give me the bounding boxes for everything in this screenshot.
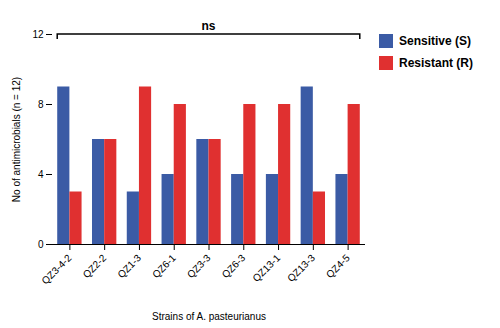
html-text:Resistant (R): Resistant (R)	[399, 56, 473, 70]
svg-text:8: 8	[38, 99, 44, 110]
svg-text:4: 4	[38, 169, 44, 180]
svg-text:QZ3-4-2: QZ3-4-2	[39, 252, 73, 286]
svg-text:ns: ns	[201, 19, 215, 33]
svg-text:QZ6-1: QZ6-1	[150, 252, 178, 280]
svg-text:QZ3-3: QZ3-3	[185, 252, 213, 280]
svg-text:Strains of A. pasteurianus: Strains of A. pasteurianus	[152, 311, 266, 322]
svg-text:QZ13-1: QZ13-1	[250, 252, 282, 284]
html-text:Sensitive (S): Sensitive (S)	[399, 34, 471, 48]
svg-text:0: 0	[38, 239, 44, 250]
svg-text:QZ1-3: QZ1-3	[115, 252, 143, 280]
svg-text:12: 12	[32, 29, 44, 40]
svg-text:QZ6-3: QZ6-3	[220, 252, 248, 280]
svg-text:QZ2-2: QZ2-2	[81, 252, 109, 280]
svg-text:No of antimicrobials (n = 12): No of antimicrobials (n = 12)	[11, 77, 22, 202]
svg-text:QZ13-3: QZ13-3	[285, 252, 317, 284]
svg-text:QZ4-5: QZ4-5	[324, 252, 352, 280]
